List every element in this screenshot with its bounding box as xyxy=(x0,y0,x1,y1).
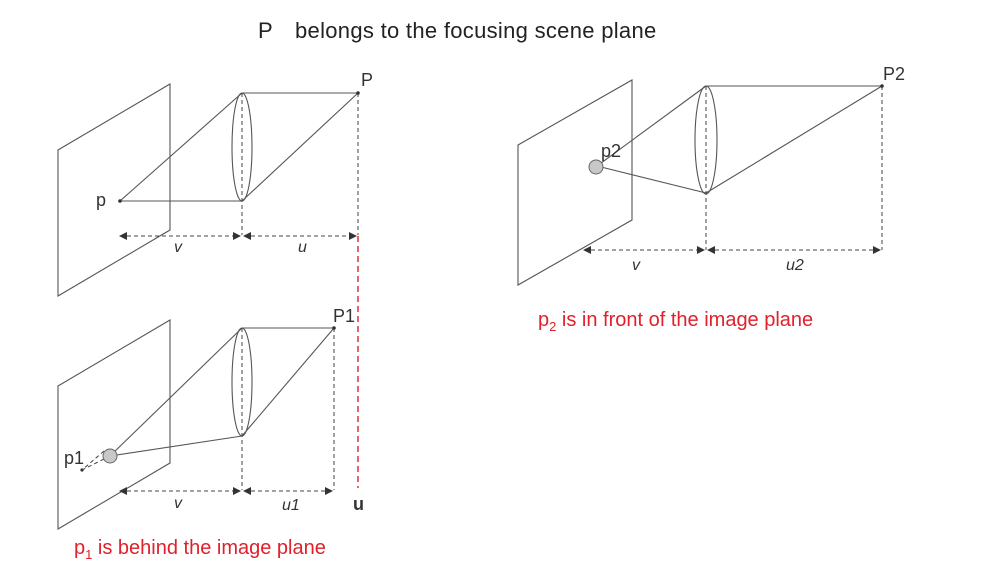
image-point-dot xyxy=(118,199,122,203)
panel-behind: p1 P1 v u1 u p1 is behind the image plan… xyxy=(57,306,364,562)
blur-circle xyxy=(102,448,118,464)
scene-point-label: P1 xyxy=(333,306,355,326)
panel-front: p2 P2 v u2 p2 is in front of the image p… xyxy=(517,64,905,334)
blur-circle xyxy=(588,159,604,175)
dim-u-label: u2 xyxy=(786,257,804,274)
scene-point-label: P2 xyxy=(883,64,905,84)
scene-point-dot xyxy=(356,91,360,95)
caption: p2 is in front of the image plane xyxy=(538,309,813,334)
ray-extension-top xyxy=(81,450,105,471)
dim-v-label: v xyxy=(632,257,641,274)
page-title: belongs to the focusing scene plane xyxy=(295,18,657,43)
ray-chief xyxy=(241,327,335,437)
image-point-label: p xyxy=(96,190,106,210)
dim-u-label: u xyxy=(298,239,307,256)
image-plane xyxy=(57,319,171,530)
panel-focused: p P v u xyxy=(57,70,373,297)
caption: p1 is behind the image plane xyxy=(74,537,326,562)
ray-bottom xyxy=(596,165,707,194)
scene-point-label: P xyxy=(361,70,373,90)
dim-v-label: v xyxy=(174,239,183,256)
dim-u-reference-label: u xyxy=(353,494,364,514)
title-point-label: P xyxy=(258,18,273,43)
image-plane xyxy=(57,83,171,297)
image-point-label: p2 xyxy=(601,141,621,161)
ray-top xyxy=(596,85,707,167)
scene-point-dot xyxy=(332,326,336,330)
ray-top xyxy=(119,92,243,202)
dim-u1-label: u1 xyxy=(282,497,300,514)
ray-top xyxy=(109,327,243,457)
ray-chief xyxy=(705,85,883,194)
image-point-label: p1 xyxy=(64,448,84,468)
scene-point-dot xyxy=(880,84,884,88)
image-point-dot xyxy=(80,468,84,472)
ray-chief xyxy=(241,92,359,202)
dim-v-label: v xyxy=(174,495,183,512)
image-plane xyxy=(517,79,633,286)
ray-bottom xyxy=(109,435,243,457)
